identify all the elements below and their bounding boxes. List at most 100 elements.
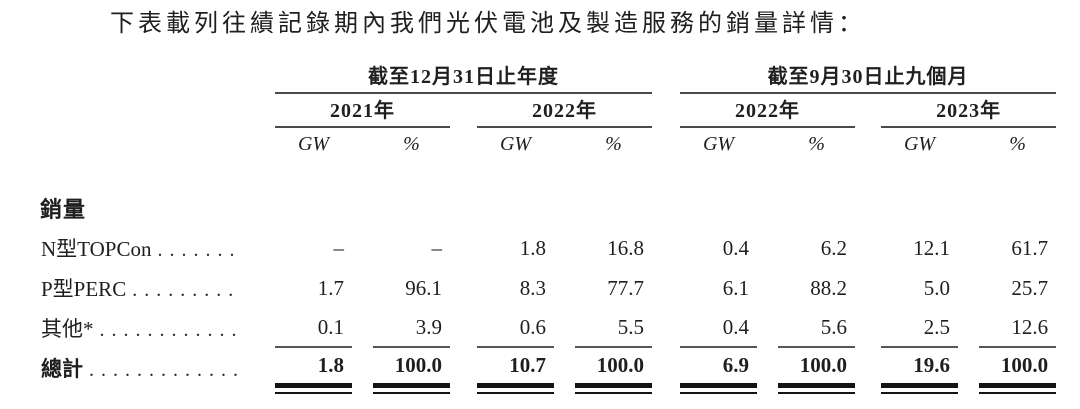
- row-label-text: 總計: [41, 357, 83, 381]
- value-cell: 6.1: [722, 275, 750, 300]
- spacer: [450, 348, 477, 388]
- value-cell: 61.7: [1011, 235, 1049, 260]
- unit-header-pct: %: [808, 133, 825, 155]
- value-cell: 0.6: [477, 308, 554, 348]
- row-label: 其他*............: [40, 308, 275, 348]
- spacer: [652, 60, 680, 94]
- row-label-text: P型PERC: [41, 277, 127, 301]
- value-cell: 96.1: [405, 275, 442, 300]
- value-cell: 77.7: [607, 275, 645, 300]
- double-rule: [275, 388, 352, 394]
- value-cell: 1.7: [317, 275, 344, 300]
- year-header-2022: 2022年: [477, 94, 653, 128]
- unit-header-pct: %: [1009, 133, 1026, 155]
- section-header: 銷量: [40, 197, 87, 222]
- row-label: 總計.............: [40, 348, 275, 388]
- spacer: [958, 388, 979, 394]
- page-title: 下表載列往績記錄期內我們光伏電池及製造服務的銷量詳情：: [110, 11, 866, 37]
- spacer: [450, 228, 477, 268]
- value-cell: 12.1: [913, 235, 951, 260]
- spacer: [855, 348, 881, 388]
- spacer: [40, 388, 275, 394]
- spacer: [40, 60, 275, 94]
- spacer: [855, 128, 881, 162]
- spacer: [450, 94, 477, 128]
- spacer: [652, 128, 680, 162]
- sales-volume-table: 截至12月31日止年度 截至9月30日止九個月 2021年 2022年 2022…: [40, 60, 1057, 394]
- spacer: [40, 94, 275, 128]
- spacer: [554, 308, 575, 348]
- total-value-cell: 100.0: [575, 348, 653, 388]
- unit-header-gw: GW: [903, 133, 936, 155]
- spacer: [352, 388, 373, 394]
- spacer: [554, 388, 575, 394]
- value-cell: 25.7: [1011, 275, 1049, 300]
- spacer: [450, 128, 477, 162]
- double-rule: [575, 388, 653, 394]
- total-value-cell: 1.8: [275, 348, 352, 388]
- value-cell: 3.9: [373, 308, 450, 348]
- value-cell: 0.4: [680, 308, 758, 348]
- row-label: N型TOPCon.......: [40, 228, 275, 268]
- value-cell: 1.8: [519, 235, 546, 260]
- table-row-p-type-perc: P型PERC......... 1.7 96.1 8.3 77.7 6.1 88…: [40, 268, 1056, 308]
- total-value-cell: 100.0: [979, 348, 1057, 388]
- spacer: [352, 228, 373, 268]
- value-cell: 5.0: [923, 275, 951, 300]
- spacer: [757, 308, 778, 348]
- value-cell: 5.5: [575, 308, 653, 348]
- value-cell: 8.3: [519, 275, 546, 300]
- spacer: [958, 308, 979, 348]
- total-double-rule-row: [40, 388, 1057, 394]
- table-row-total: 總計............. 1.8 100.0 10.7 100.0 6.9…: [40, 348, 1057, 388]
- unit-header-gw: GW: [702, 133, 735, 155]
- double-rule: [477, 388, 554, 394]
- spacer: [652, 388, 680, 394]
- spacer: [652, 348, 680, 388]
- spacer: [554, 228, 575, 268]
- spacer: [40, 128, 275, 162]
- spacer: [652, 94, 680, 128]
- table-row-n-type-topcon: N型TOPCon....... – – 1.8 16.8 0.4 6.2 12.…: [40, 228, 1056, 268]
- spacer: [450, 268, 477, 308]
- period-header-year-ended: 截至12月31日止年度: [275, 60, 653, 94]
- leader-dots: .............: [89, 359, 245, 381]
- spacer: [958, 268, 979, 308]
- spacer: [855, 94, 881, 128]
- value-cell: 2.5: [881, 308, 959, 348]
- value-cell: 12.6: [979, 308, 1057, 348]
- value-cell: 88.2: [810, 275, 848, 300]
- total-value-cell: 19.6: [881, 348, 959, 388]
- leader-dots: ............: [99, 319, 244, 341]
- double-rule: [979, 388, 1057, 394]
- value-cell: –: [431, 235, 443, 260]
- spacer: [554, 348, 575, 388]
- double-rule: [680, 388, 758, 394]
- double-rule: [373, 388, 450, 394]
- spacer: [757, 268, 778, 308]
- unit-header-gw: GW: [499, 133, 532, 155]
- spacer: [450, 388, 477, 394]
- spacer: [757, 348, 778, 388]
- spacer: [352, 348, 373, 388]
- value-cell: 5.6: [778, 308, 856, 348]
- spacer: [352, 128, 373, 162]
- spacer: [652, 228, 680, 268]
- value-cell: 0.1: [275, 308, 352, 348]
- spacer: [652, 268, 680, 308]
- document-page: { "title": "下表載列往績記錄期內我們光伏電池及製造服務的銷量詳情："…: [0, 8, 1080, 409]
- total-value-cell: 100.0: [778, 348, 856, 388]
- double-rule: [778, 388, 856, 394]
- spacer: [757, 228, 778, 268]
- spacer: [855, 388, 881, 394]
- spacer: [652, 308, 680, 348]
- unit-header-gw: GW: [297, 133, 330, 155]
- table-row-others: 其他*............ 0.1 3.9 0.6 5.5 0.4 5.6 …: [40, 308, 1057, 348]
- year-header-row: 2021年 2022年 2022年 2023年: [40, 94, 1057, 128]
- year-header-2022-9m: 2022年: [680, 94, 856, 128]
- year-header-2021: 2021年: [275, 94, 450, 128]
- spacer: [958, 348, 979, 388]
- spacer: [958, 228, 979, 268]
- value-cell: –: [333, 235, 345, 260]
- value-cell: 0.4: [722, 235, 750, 260]
